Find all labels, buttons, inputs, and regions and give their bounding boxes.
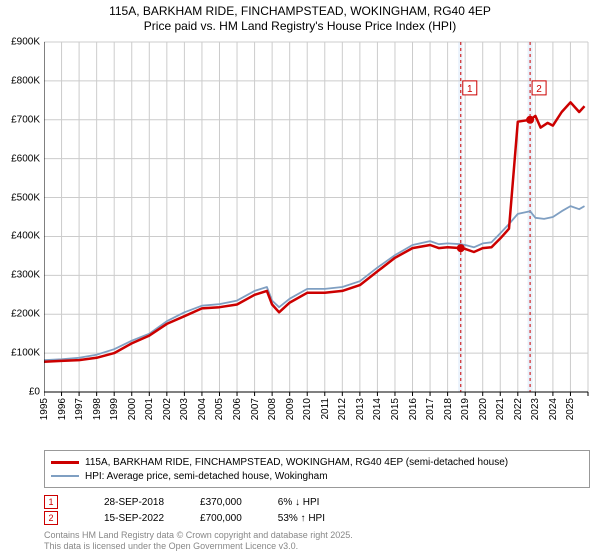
x-axis-label: 2009 <box>285 398 296 420</box>
legend-swatch-price-paid <box>51 461 79 464</box>
x-axis-label: 2014 <box>372 398 383 420</box>
footer: Contains HM Land Registry data © Crown c… <box>44 530 353 552</box>
y-axis-label: £900K <box>11 37 40 48</box>
x-axis-label: 2003 <box>179 398 190 420</box>
x-axis-label: 2022 <box>513 398 524 420</box>
chart-area: 12 £0£100K£200K£300K£400K£500K£600K£700K… <box>44 40 590 420</box>
x-axis-label: 2015 <box>390 398 401 420</box>
x-axis-label: 2016 <box>408 398 419 420</box>
y-axis-label: £100K <box>11 348 40 359</box>
x-axis-label: 1999 <box>109 398 120 420</box>
y-axis-label: £200K <box>11 309 40 320</box>
sale-marker-1: 1 <box>44 495 58 509</box>
svg-text:2: 2 <box>536 84 542 95</box>
x-axis-label: 2023 <box>530 398 541 420</box>
svg-text:1: 1 <box>467 84 473 95</box>
x-axis-label: 2008 <box>267 398 278 420</box>
x-axis-label: 2018 <box>443 398 454 420</box>
footer-line-1: Contains HM Land Registry data © Crown c… <box>44 530 353 541</box>
y-axis-label: £300K <box>11 270 40 281</box>
y-axis-label: £500K <box>11 192 40 203</box>
x-axis-label: 2011 <box>320 398 331 420</box>
x-axis-label: 2017 <box>425 398 436 420</box>
sale-date-2: 15-SEP-2022 <box>104 513 164 524</box>
x-axis-label: 2006 <box>232 398 243 420</box>
legend-row-series-1: 115A, BARKHAM RIDE, FINCHAMPSTEAD, WOKIN… <box>51 455 583 469</box>
x-axis-label: 1995 <box>39 398 50 420</box>
legend-row-series-2: HPI: Average price, semi-detached house,… <box>51 469 583 483</box>
sale-row-1: 1 28-SEP-2018 £370,000 6% ↓ HPI <box>44 494 590 510</box>
x-axis-label: 2010 <box>302 398 313 420</box>
chart-svg: 12 <box>44 40 590 420</box>
x-axis-label: 2020 <box>478 398 489 420</box>
x-axis-label: 2000 <box>127 398 138 420</box>
y-axis-label: £700K <box>11 114 40 125</box>
legend: 115A, BARKHAM RIDE, FINCHAMPSTEAD, WOKIN… <box>44 450 590 488</box>
x-axis-label: 2019 <box>460 398 471 420</box>
x-axis-label: 2002 <box>162 398 173 420</box>
sale-marker-2: 2 <box>44 511 58 525</box>
x-axis-label: 2024 <box>548 398 559 420</box>
x-axis-label: 2007 <box>250 398 261 420</box>
x-axis-label: 2005 <box>214 398 225 420</box>
x-axis-label: 2012 <box>337 398 348 420</box>
title-line-2: Price paid vs. HM Land Registry's House … <box>0 19 600 33</box>
chart-container: 115A, BARKHAM RIDE, FINCHAMPSTEAD, WOKIN… <box>0 0 600 560</box>
sale-date-1: 28-SEP-2018 <box>104 497 164 508</box>
sale-delta-2: 53% ↑ HPI <box>278 513 325 524</box>
sale-marker-1-text: 1 <box>48 497 53 507</box>
x-axis-label: 2001 <box>144 398 155 420</box>
x-axis-label: 2021 <box>495 398 506 420</box>
sale-price-1: £370,000 <box>200 497 242 508</box>
legend-label-hpi: HPI: Average price, semi-detached house,… <box>85 471 328 482</box>
y-axis-label: £400K <box>11 231 40 242</box>
y-axis-label: £0 <box>29 387 40 398</box>
legend-swatch-hpi <box>51 475 79 477</box>
x-axis-label: 1997 <box>74 398 85 420</box>
sales-table: 1 28-SEP-2018 £370,000 6% ↓ HPI 2 15-SEP… <box>44 494 590 526</box>
footer-line-2: This data is licensed under the Open Gov… <box>44 541 353 552</box>
x-axis-label: 2013 <box>355 398 366 420</box>
legend-label-price-paid: 115A, BARKHAM RIDE, FINCHAMPSTEAD, WOKIN… <box>85 457 508 468</box>
x-axis-label: 2025 <box>565 398 576 420</box>
x-axis-label: 1998 <box>92 398 103 420</box>
sale-row-2: 2 15-SEP-2022 £700,000 53% ↑ HPI <box>44 510 590 526</box>
x-axis-label: 2004 <box>197 398 208 420</box>
sale-price-2: £700,000 <box>200 513 242 524</box>
x-axis-label: 1996 <box>57 398 68 420</box>
y-axis-label: £600K <box>11 153 40 164</box>
title-line-1: 115A, BARKHAM RIDE, FINCHAMPSTEAD, WOKIN… <box>0 4 600 18</box>
sale-marker-2-text: 2 <box>48 513 53 523</box>
y-axis-label: £800K <box>11 75 40 86</box>
title-block: 115A, BARKHAM RIDE, FINCHAMPSTEAD, WOKIN… <box>0 0 600 33</box>
sale-delta-1: 6% ↓ HPI <box>278 497 320 508</box>
